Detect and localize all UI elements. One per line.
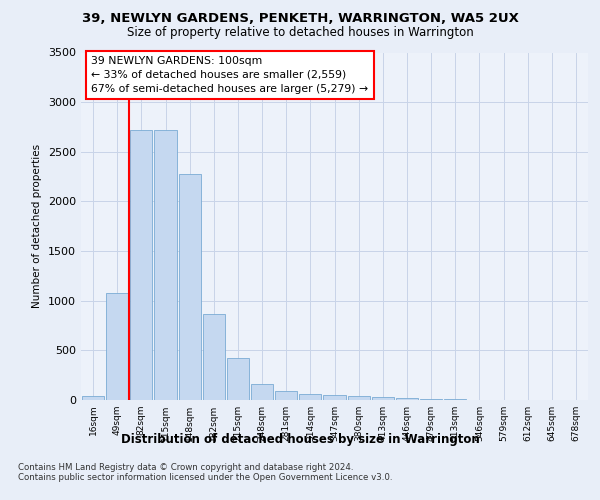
Bar (227, 358, 249, 400)
Bar (251, 384, 273, 400)
Text: 39 NEWLYN GARDENS: 100sqm
← 33% of detached houses are smaller (2,559)
67% of se: 39 NEWLYN GARDENS: 100sqm ← 33% of detac… (91, 56, 368, 94)
Text: Contains HM Land Registry data © Crown copyright and database right 2024.
Contai: Contains HM Land Registry data © Crown c… (18, 462, 392, 482)
Text: Distribution of detached houses by size in Warrington: Distribution of detached houses by size … (121, 432, 479, 446)
Text: Size of property relative to detached houses in Warrington: Size of property relative to detached ho… (127, 26, 473, 39)
Bar (130, 130, 152, 400)
Y-axis label: Number of detached properties: Number of detached properties (32, 144, 43, 308)
Bar (106, 293, 128, 400)
Bar (299, 394, 322, 400)
Bar (154, 130, 176, 400)
Bar (323, 394, 346, 400)
Bar (179, 174, 201, 400)
Bar (275, 390, 298, 400)
Bar (82, 396, 104, 400)
Bar (396, 398, 418, 400)
Bar (420, 399, 442, 400)
Bar (203, 314, 225, 400)
Bar (444, 399, 466, 400)
Bar (371, 397, 394, 400)
Bar (347, 396, 370, 400)
Text: 39, NEWLYN GARDENS, PENKETH, WARRINGTON, WA5 2UX: 39, NEWLYN GARDENS, PENKETH, WARRINGTON,… (82, 12, 518, 26)
